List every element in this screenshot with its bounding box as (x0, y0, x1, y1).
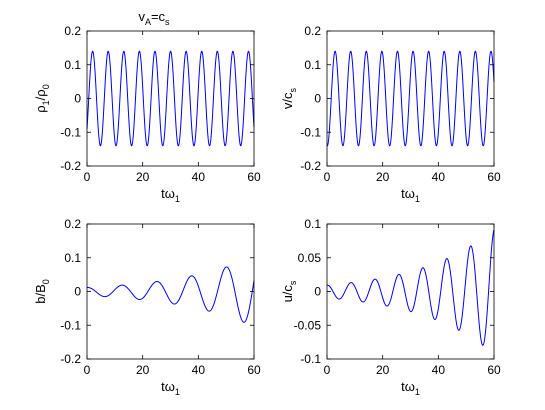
y-tick-label: 0.05 (298, 251, 322, 265)
panel-v: 0 20 40 60 -0.2 -0.1 0 0.1 0.2 tω1 v/cs (280, 24, 501, 204)
x-tick-label: 20 (376, 170, 390, 184)
y-axis-label: u/cs (280, 280, 298, 302)
y-tick-label: 0.2 (64, 24, 81, 38)
x-tick-label: 60 (487, 363, 501, 377)
x-tick-label: 40 (432, 170, 446, 184)
x-tick-label: 20 (136, 363, 150, 377)
panel-b: 0 20 40 60 -0.2 -0.1 0 0.1 0.2 tω1 b/B0 (33, 217, 261, 397)
y-tick-label: 0.1 (64, 251, 81, 265)
y-tick-label: -0.2 (60, 352, 81, 366)
y-tick-label: -0.05 (294, 318, 322, 332)
x-tick-label: 60 (247, 363, 261, 377)
axes-frame (326, 223, 495, 360)
axes-frame (86, 223, 255, 360)
y-tick-label: -0.2 (300, 159, 321, 173)
x-tick-label: 20 (376, 363, 390, 377)
x-tick-label: 0 (84, 170, 91, 184)
series-line (86, 266, 255, 323)
x-axis-label: tω1 (401, 379, 420, 397)
x-tick-label: 40 (432, 363, 446, 377)
x-tick-label: 60 (247, 170, 261, 184)
y-tick-label: 0.2 (64, 217, 81, 231)
panel-rho: 0 20 40 60 -0.2 -0.1 0 0.1 0.2 tω1 ρ1/ρ0 (33, 24, 261, 204)
x-tick-label: 60 (487, 170, 501, 184)
series-line (326, 50, 495, 147)
y-tick-label: 0.1 (304, 217, 321, 231)
x-axis-label: tω1 (161, 379, 180, 397)
y-axis-label: ρ1/ρ0 (33, 84, 51, 112)
y-tick-label: -0.1 (60, 318, 81, 332)
y-axis-label: v/cs (280, 87, 298, 109)
y-tick-label: -0.2 (60, 159, 81, 173)
x-tick-label: 0 (84, 363, 91, 377)
y-tick-label: 0 (74, 92, 81, 106)
x-tick-label: 40 (192, 170, 206, 184)
figure-title: vA=cs (138, 9, 170, 27)
y-tick-label: 0.1 (304, 58, 321, 72)
x-axis-label: tω1 (401, 186, 420, 204)
y-axis-label: b/B0 (33, 279, 51, 304)
series-line (326, 229, 495, 346)
x-tick-label: 0 (324, 363, 331, 377)
series-line (86, 50, 255, 147)
y-tick-label: -0.1 (300, 352, 321, 366)
x-tick-label: 40 (192, 363, 206, 377)
x-tick-label: 0 (324, 170, 331, 184)
x-tick-label: 20 (136, 170, 150, 184)
axes-frame (326, 30, 495, 167)
y-tick-label: 0 (74, 285, 81, 299)
y-tick-label: 0 (314, 285, 321, 299)
panel-u: 0 20 40 60 -0.1 -0.05 0 0.05 0.1 tω1 u/cs (280, 217, 501, 397)
y-tick-label: 0.2 (304, 24, 321, 38)
y-tick-label: 0 (314, 92, 321, 106)
y-tick-label: -0.1 (300, 125, 321, 139)
y-tick-label: 0.1 (64, 58, 81, 72)
x-axis-label: tω1 (161, 186, 180, 204)
y-tick-label: -0.1 (60, 125, 81, 139)
